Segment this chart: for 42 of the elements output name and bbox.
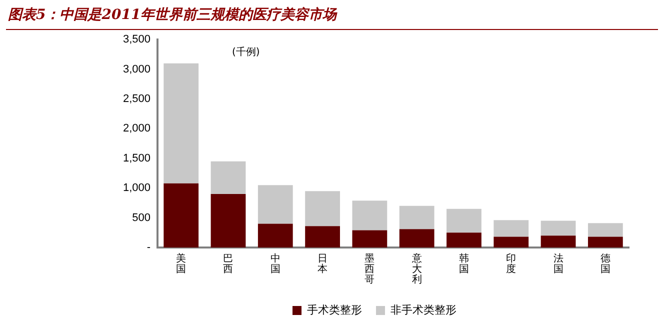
x-tick-label: 意大利 [410, 252, 422, 286]
bar [164, 183, 199, 248]
bar [446, 232, 482, 248]
y-tick-label: 2,000 [122, 122, 151, 135]
x-tick-label: 印度 [506, 252, 516, 275]
annotation: (千例) [232, 46, 260, 59]
bar [399, 206, 434, 230]
bar [258, 224, 293, 248]
y-tick-label: 3,000 [122, 63, 151, 76]
y-tick-label: 500 [132, 212, 151, 224]
y-tick-label: - [146, 242, 151, 254]
x-tick-label: 韩国 [458, 252, 469, 275]
bar [494, 220, 529, 237]
x-tick-label: 法国 [553, 252, 564, 275]
x-tick-label: 中国 [270, 252, 280, 275]
chart-title: 图表5：中国是2011年世界前三规模的医疗美容市场 [6, 6, 658, 30]
bar [540, 220, 576, 236]
x-tick-label: 巴西 [223, 253, 234, 275]
y-tick-label: 3,500 [122, 34, 151, 46]
bar [258, 185, 293, 224]
x-tick-label: 日本 [318, 253, 328, 275]
bar [210, 194, 246, 248]
x-tick-label: 美国 [176, 252, 186, 275]
bar [588, 223, 623, 237]
x-tick-label: 德国 [600, 253, 610, 275]
bar [305, 226, 340, 248]
bar [446, 208, 482, 233]
x-tick-label: 墨西哥 [364, 253, 375, 286]
legend-label: 手术类整形 [307, 303, 362, 316]
bar [540, 236, 576, 248]
y-tick-label: 2,500 [122, 93, 151, 106]
bar [305, 191, 340, 226]
legend-label: 非手术类整形 [390, 303, 456, 316]
bar [164, 63, 199, 184]
bar [494, 236, 529, 248]
bar [210, 161, 246, 194]
y-tick-label: 1,000 [122, 182, 151, 194]
bar [352, 230, 388, 248]
bar [399, 229, 434, 248]
y-tick-label: 1,500 [122, 152, 151, 164]
bar [588, 236, 623, 248]
bar [352, 200, 388, 230]
